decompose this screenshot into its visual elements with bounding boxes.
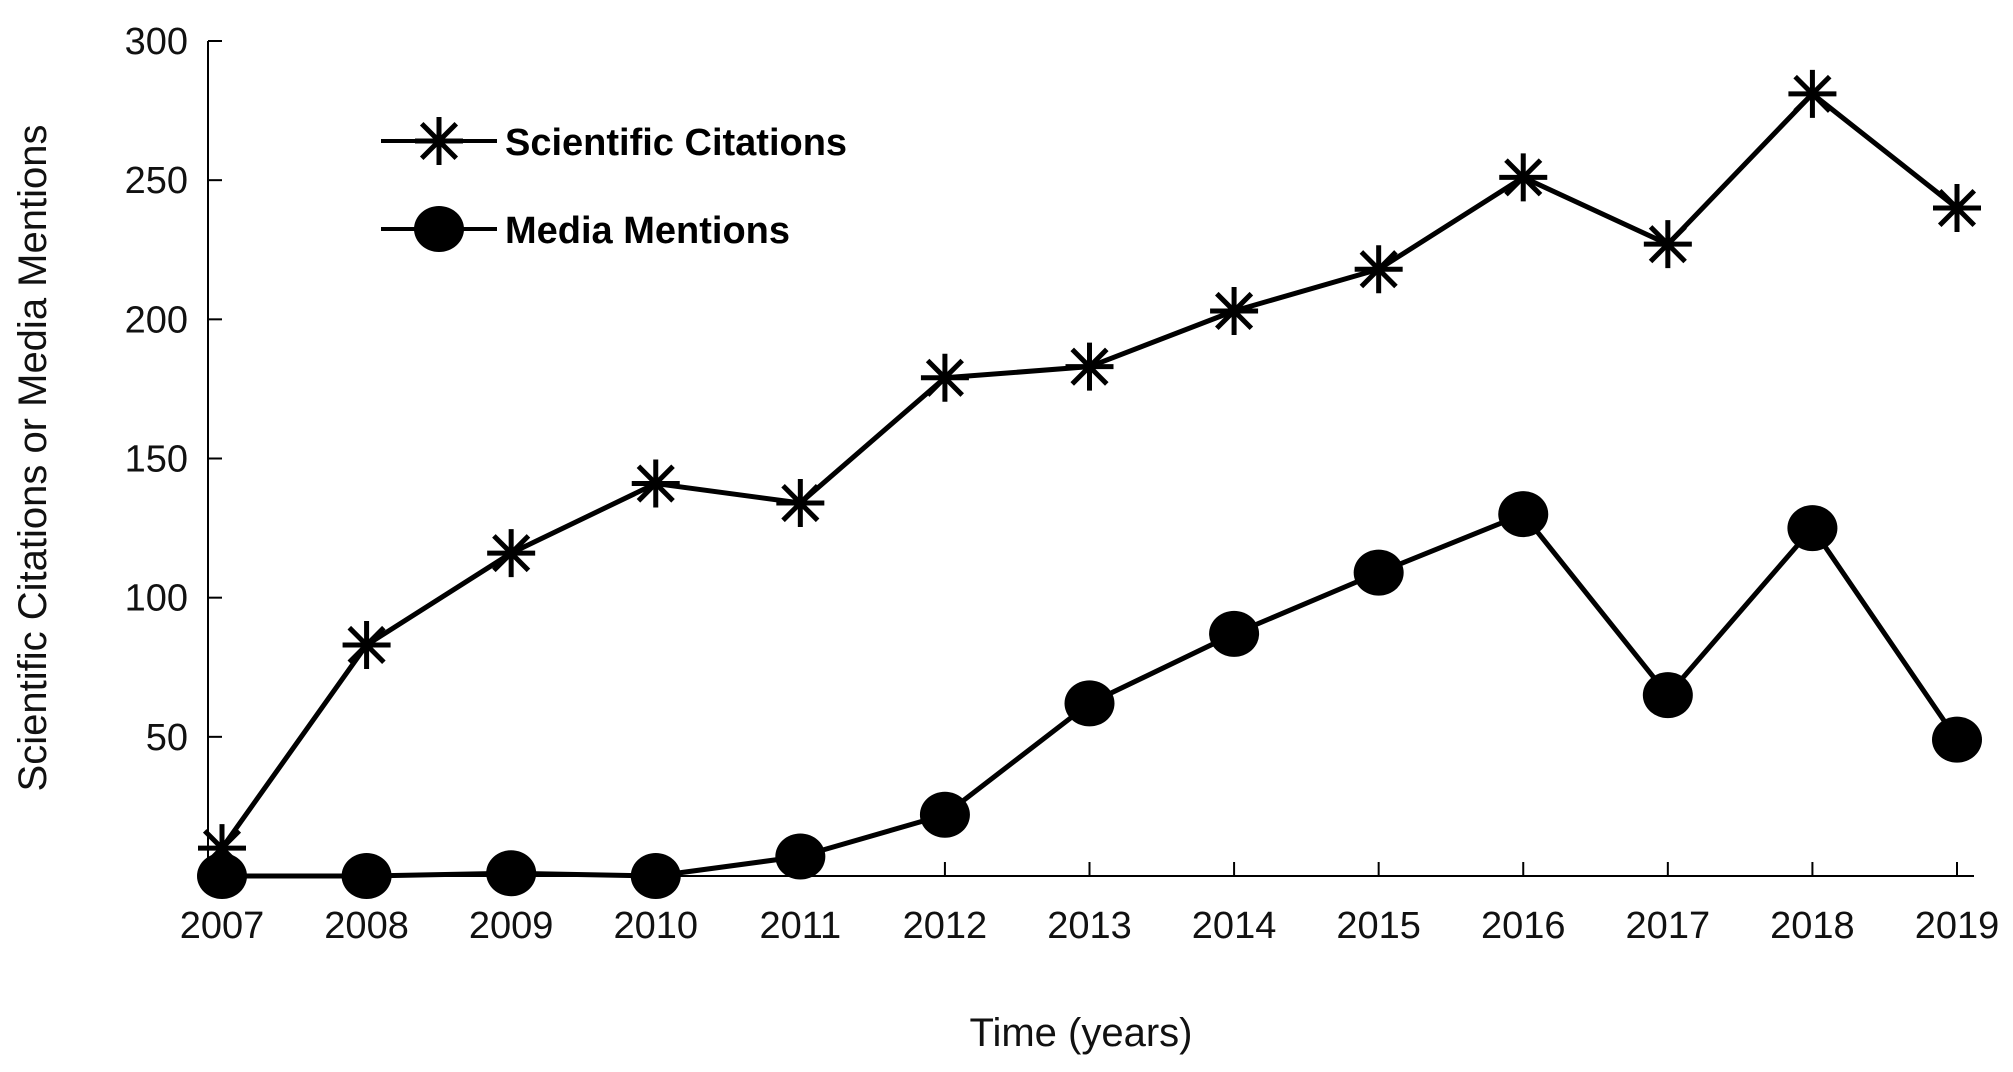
y-tick-label: 150	[125, 439, 188, 481]
x-tick-label: 2015	[1336, 905, 1421, 947]
media-point-marker	[1064, 680, 1115, 727]
x-tick-label: 2019	[1915, 905, 2000, 947]
media-point-marker	[1209, 610, 1260, 657]
x-tick-label: 2009	[469, 905, 554, 947]
media-point-marker	[775, 833, 826, 880]
axes	[207, 41, 1974, 877]
x-tick-label: 2013	[1047, 905, 1132, 947]
x-tick-label: 2014	[1192, 905, 1277, 947]
media-point-marker	[1932, 716, 1982, 763]
citation-point-marker	[1933, 184, 1981, 232]
x-tick-label: 2016	[1481, 905, 1566, 947]
citation-point-marker	[631, 459, 680, 508]
series-scientific-citations	[198, 69, 1981, 873]
y-tick-label: 50	[146, 717, 188, 759]
legend: Scientific Citations Media Mentions	[381, 117, 847, 252]
x-tick-label: 2018	[1770, 905, 1855, 947]
legend-asterisk-icon	[415, 117, 463, 165]
media-point-marker	[1787, 505, 1838, 552]
legend-label-citations: Scientific Citations	[505, 122, 847, 164]
x-tick-label: 2012	[903, 905, 988, 947]
y-tick-label: 100	[125, 578, 188, 620]
series-line	[219, 91, 1959, 850]
media-point-marker	[1353, 549, 1404, 596]
y-axis-title: Scientific Citations or Media Mentions	[11, 125, 55, 792]
citation-point-marker	[1499, 153, 1548, 202]
legend-circle-icon	[414, 206, 464, 252]
citation-point-marker	[1065, 342, 1114, 391]
citation-point-marker	[1354, 245, 1403, 294]
x-tick-label: 2011	[759, 905, 841, 947]
citation-point-marker	[1210, 286, 1259, 335]
y-tick-label: 250	[125, 160, 188, 202]
x-tick-label: 2010	[613, 905, 698, 947]
x-tick-label: 2007	[180, 905, 265, 947]
x-tick-label: 2008	[324, 905, 409, 947]
citation-point-marker	[342, 620, 391, 669]
media-point-marker	[1498, 491, 1549, 538]
media-point-marker	[919, 791, 970, 838]
media-point-marker	[1642, 672, 1693, 719]
media-point-marker	[486, 850, 537, 897]
series-media-mentions	[197, 491, 1982, 899]
media-point-marker	[341, 853, 392, 899]
legend-label-media: Media Mentions	[505, 210, 790, 252]
y-tick-label: 300	[125, 21, 188, 63]
y-tick-label: 200	[125, 299, 188, 341]
media-point-marker	[630, 853, 681, 899]
citation-point-marker	[1788, 69, 1837, 118]
x-tick-label: 2017	[1626, 905, 1711, 947]
x-axis-title: Time (years)	[970, 1011, 1193, 1055]
citation-point-marker	[776, 479, 825, 528]
citation-point-marker	[920, 353, 969, 402]
citation-point-marker	[487, 529, 536, 578]
citation-point-marker	[1643, 220, 1692, 269]
media-point-marker	[197, 853, 247, 899]
